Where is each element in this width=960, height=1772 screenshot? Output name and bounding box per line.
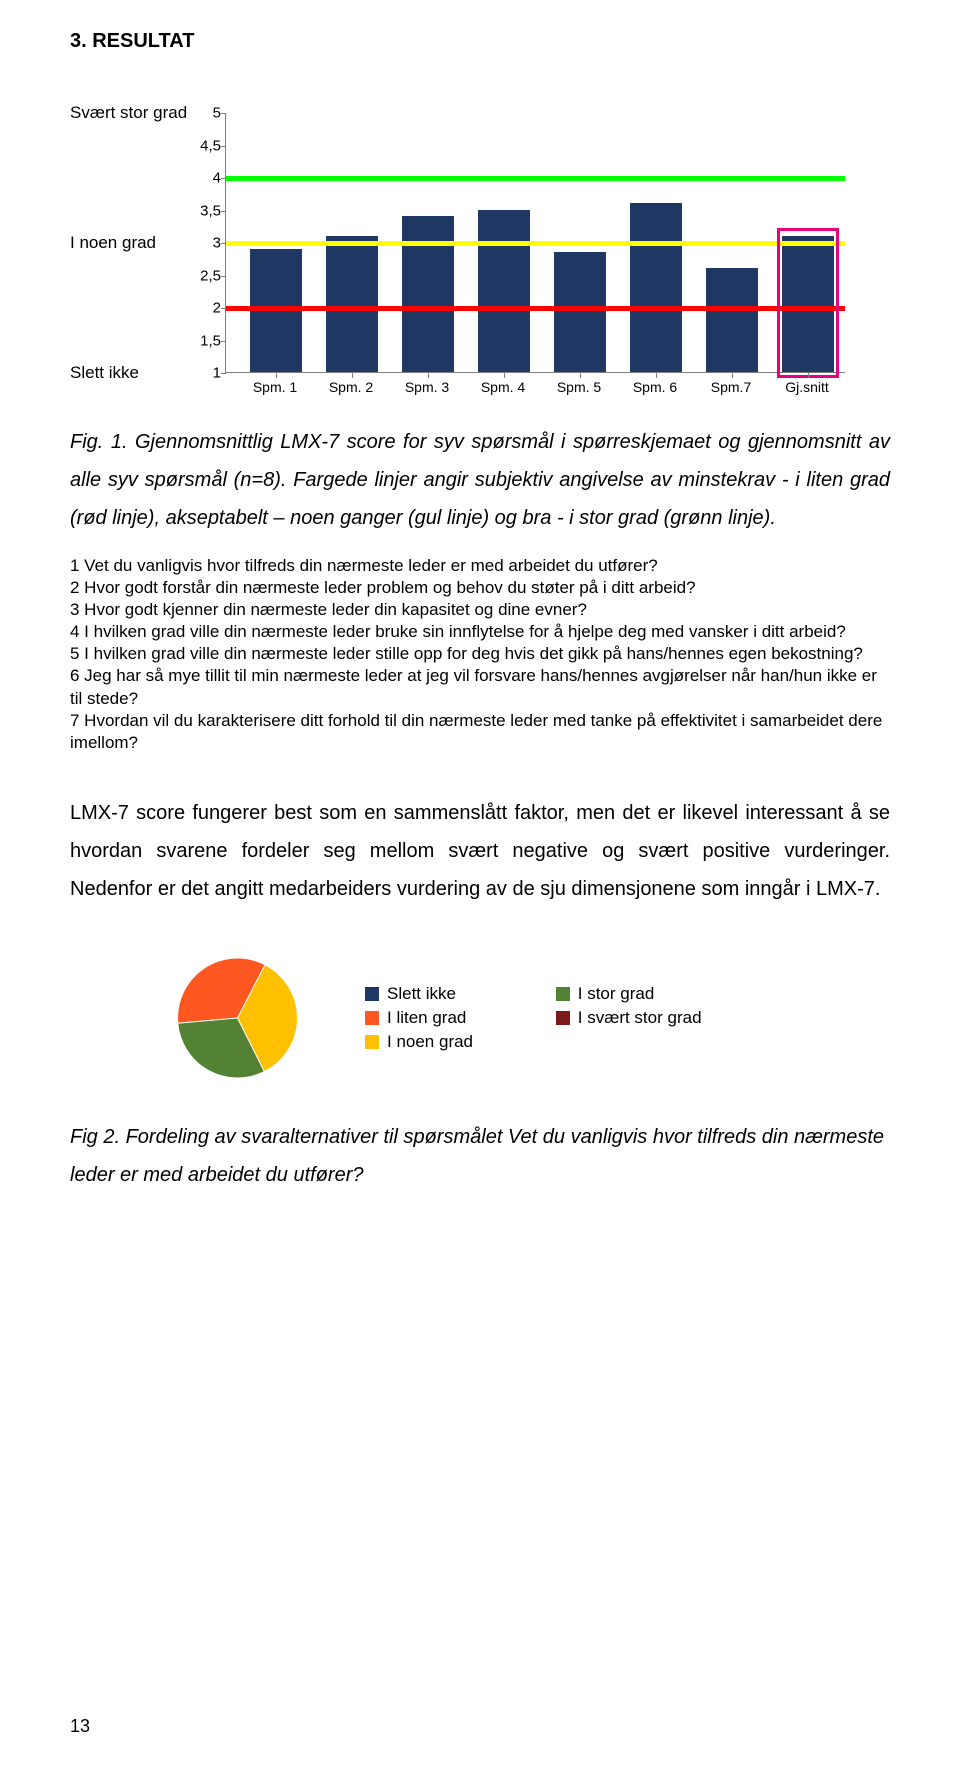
x-axis-label: Spm. 3 xyxy=(405,379,449,395)
legend-swatch xyxy=(556,987,570,1001)
x-axis-label: Spm. 2 xyxy=(329,379,373,395)
bar xyxy=(630,203,682,372)
legend-item: I stor grad xyxy=(556,984,702,1004)
question-line: 3 Hvor godt kjenner din nærmeste leder d… xyxy=(70,599,890,621)
legend-label: I stor grad xyxy=(578,984,655,1004)
chart-plot-area: 11,522,533,544,55 xyxy=(225,113,845,373)
x-tick-mark xyxy=(808,373,809,378)
x-axis-labels: Spm. 1 Spm. 2 Spm. 3 Spm. 4 Spm. 5 Spm. 6 Spm.… xyxy=(225,379,845,403)
bar-chart: Svært stor gradI noen gradSlett ikke 11,… xyxy=(70,113,890,403)
reference-line xyxy=(226,176,845,181)
y-category-label: I noen grad xyxy=(70,233,156,253)
x-tick-mark xyxy=(276,373,277,378)
question-line: 4 I hvilken grad ville din nærmeste lede… xyxy=(70,621,890,643)
section-heading: 3. RESULTAT xyxy=(70,30,890,53)
legend-swatch xyxy=(365,1011,379,1025)
x-axis-label: Gj.snitt xyxy=(785,379,829,395)
x-tick-mark xyxy=(580,373,581,378)
x-axis-label: Spm. 5 xyxy=(557,379,601,395)
highlight-box xyxy=(777,228,839,378)
bar xyxy=(326,236,378,373)
bar xyxy=(706,268,758,372)
y-tick-label: 2,5 xyxy=(186,267,221,284)
y-tick-label: 3 xyxy=(186,235,221,252)
question-line: 7 Hvordan vil du karakterisere ditt forh… xyxy=(70,710,890,754)
y-tick-label: 5 xyxy=(186,105,221,122)
y-tick-mark xyxy=(221,211,226,212)
figure-2-caption: Fig 2. Fordeling av svaralternativer til… xyxy=(70,1118,890,1194)
question-line: 6 Jeg har så mye tillit til min nærmeste… xyxy=(70,665,890,709)
pie-chart-block: Slett ikke I stor grad I liten grad I svært… xyxy=(70,953,890,1083)
x-tick-mark xyxy=(504,373,505,378)
bar xyxy=(402,216,454,372)
legend-item: I liten grad xyxy=(365,1008,511,1028)
x-axis-label: Spm. 4 xyxy=(481,379,525,395)
y-tick-mark xyxy=(221,373,226,374)
legend-item: Slett ikke xyxy=(365,984,511,1004)
question-list: 1 Vet du vanligvis hvor tilfreds din nær… xyxy=(70,555,890,754)
pie-chart xyxy=(165,953,310,1083)
legend-item: I noen grad xyxy=(365,1032,511,1052)
question-line: 1 Vet du vanligvis hvor tilfreds din nær… xyxy=(70,555,890,577)
x-axis-label: Spm. 1 xyxy=(253,379,297,395)
legend-label: Slett ikke xyxy=(387,984,456,1004)
y-tick-label: 4,5 xyxy=(186,137,221,154)
pie-legend: Slett ikke I stor grad I liten grad I svært… xyxy=(365,984,702,1052)
y-axis-ticks: 11,522,533,544,55 xyxy=(186,113,221,373)
question-line: 5 I hvilken grad ville din nærmeste lede… xyxy=(70,643,890,665)
x-tick-mark xyxy=(656,373,657,378)
y-tick-mark xyxy=(221,276,226,277)
x-axis-label: Spm. 6 xyxy=(633,379,677,395)
y-tick-label: 2 xyxy=(186,300,221,317)
body-paragraph: LMX-7 score fungerer best som en sammens… xyxy=(70,794,890,908)
y-tick-mark xyxy=(221,341,226,342)
y-tick-label: 4 xyxy=(186,170,221,187)
legend-swatch xyxy=(556,1011,570,1025)
y-category-label: Slett ikke xyxy=(70,363,139,383)
bar xyxy=(554,252,606,372)
reference-line xyxy=(226,241,845,246)
figure-1-caption: Fig. 1. Gjennomsnittlig LMX-7 score for … xyxy=(70,423,890,537)
x-tick-mark xyxy=(428,373,429,378)
legend-label: I liten grad xyxy=(387,1008,466,1028)
legend-swatch xyxy=(365,987,379,1001)
page-number: 13 xyxy=(70,1716,90,1737)
y-tick-label: 3,5 xyxy=(186,202,221,219)
x-axis-label: Spm.7 xyxy=(711,379,751,395)
y-tick-label: 1,5 xyxy=(186,332,221,349)
y-tick-label: 1 xyxy=(186,365,221,382)
legend-label: I svært stor grad xyxy=(578,1008,702,1028)
legend-label: I noen grad xyxy=(387,1032,473,1052)
x-tick-mark xyxy=(732,373,733,378)
bar xyxy=(478,210,530,373)
y-category-label: Svært stor grad xyxy=(70,103,187,123)
y-tick-mark xyxy=(221,113,226,114)
question-line: 2 Hvor godt forstår din nærmeste leder p… xyxy=(70,577,890,599)
reference-line xyxy=(226,306,845,311)
legend-item: I svært stor grad xyxy=(556,1008,702,1028)
y-tick-mark xyxy=(221,146,226,147)
legend-swatch xyxy=(365,1035,379,1049)
x-tick-mark xyxy=(352,373,353,378)
